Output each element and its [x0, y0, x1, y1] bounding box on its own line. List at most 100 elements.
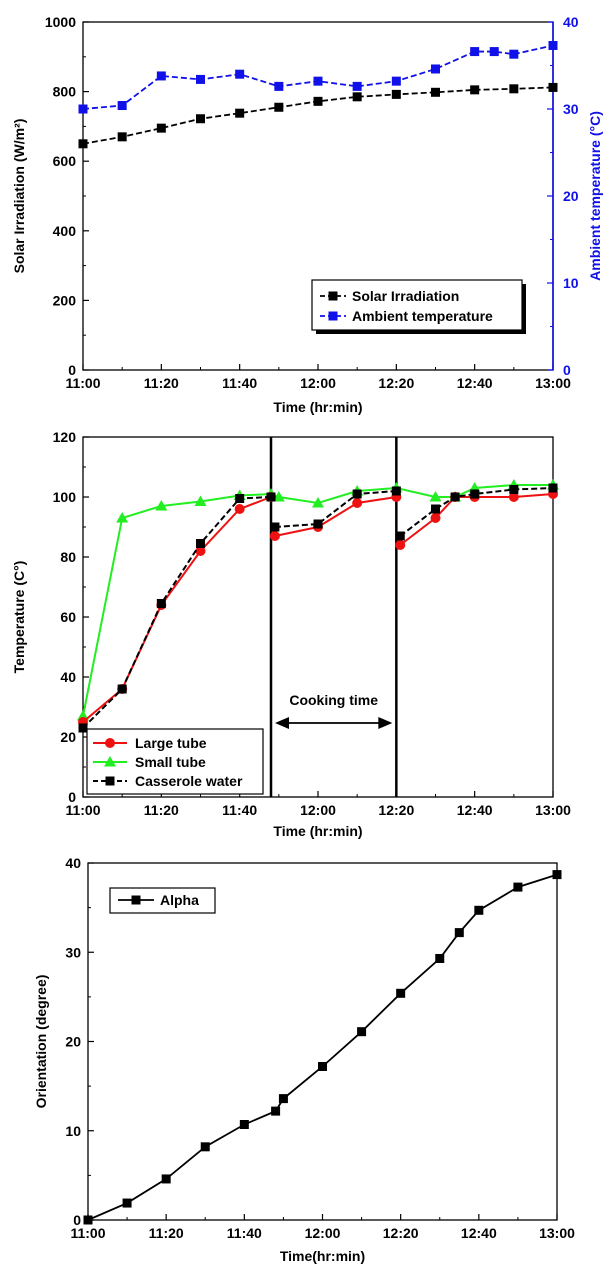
- data-point-0: [200, 1142, 210, 1152]
- legend-label: Ambient temperature: [352, 308, 493, 324]
- y-tick-label: 120: [53, 429, 77, 445]
- y-axis-title: Orientation (degree): [33, 975, 49, 1109]
- data-point-1: [489, 47, 499, 57]
- legend: [86, 728, 264, 795]
- y-tick-label: 100: [53, 489, 77, 505]
- data-point-1: [391, 76, 401, 86]
- x-tick-label: 12:00: [300, 375, 336, 391]
- data-point-0: [395, 540, 406, 550]
- y-tick-label: 20: [60, 729, 76, 745]
- y2-tick-label: 0: [563, 362, 571, 378]
- legend-marker: [105, 776, 115, 786]
- plot-frame: [87, 862, 558, 1221]
- series-line-0: [82, 496, 272, 723]
- data-point-0: [431, 87, 440, 97]
- data-point-0: [508, 492, 519, 502]
- x-tick-label: 12:40: [457, 375, 493, 391]
- series-line-0: [82, 86, 554, 145]
- data-point-0: [352, 92, 362, 102]
- arrow-head-left: [275, 717, 289, 729]
- data-point-1: [429, 491, 442, 502]
- x-tick-label: 11:20: [144, 375, 179, 391]
- data-point-0: [454, 928, 464, 938]
- data-point-0: [161, 1174, 171, 1184]
- y2-axis-title: Ambient temperature (°C): [587, 111, 603, 281]
- data-point-1: [548, 40, 558, 50]
- data-point-1: [272, 491, 285, 502]
- data-point-0: [78, 139, 88, 149]
- data-point-0: [156, 123, 166, 133]
- x-tick-label: 11:00: [65, 375, 100, 391]
- x-tick-label: 11:20: [144, 802, 179, 818]
- legend-marker: [328, 291, 338, 301]
- x-tick-label: 12:20: [378, 802, 414, 818]
- data-point-1: [194, 495, 207, 506]
- y-axis-title: Temperature (C°): [11, 561, 27, 674]
- y-tick-label: 30: [65, 944, 81, 960]
- x-tick-label: 12:20: [383, 1225, 419, 1241]
- x-tick-label: 11:40: [222, 802, 257, 818]
- data-point-0: [278, 1094, 288, 1104]
- data-point-1: [116, 512, 129, 523]
- y-axis-title: Solar Irradiation (W/m²): [11, 119, 27, 274]
- data-point-0: [122, 1198, 132, 1208]
- x-tick-label: 12:40: [461, 1225, 497, 1241]
- legend-label: Alpha: [160, 892, 199, 908]
- y2-tick-label: 40: [563, 14, 579, 30]
- cooking-time-label: Cooking time: [289, 692, 378, 708]
- x-axis-title: Time (hr:min): [273, 823, 362, 839]
- x-tick-label: 11:40: [222, 375, 257, 391]
- data-point-0: [552, 870, 562, 880]
- legend-marker: [105, 738, 115, 748]
- x-tick-label: 12:00: [305, 1225, 341, 1241]
- y-tick-label: 1000: [45, 14, 76, 30]
- data-point-2: [270, 522, 280, 532]
- legend-marker: [131, 895, 141, 905]
- arrow-head-right: [378, 717, 393, 729]
- series-line-0: [274, 496, 397, 537]
- x-tick-label: 13:00: [535, 802, 571, 818]
- x-tick-label: 11:00: [65, 802, 100, 818]
- data-point-2: [450, 492, 460, 502]
- data-point-0: [196, 114, 205, 124]
- data-point-2: [235, 494, 245, 503]
- data-point-2: [395, 531, 405, 541]
- data-point-1: [156, 71, 166, 81]
- data-point-0: [391, 89, 401, 99]
- data-point-0: [195, 546, 206, 556]
- data-point-0: [269, 531, 280, 541]
- data-point-1: [235, 69, 245, 79]
- y-tick-label: 10: [65, 1123, 81, 1139]
- legend-label: Large tube: [135, 735, 207, 751]
- data-point-0: [474, 905, 484, 915]
- legend-label: Small tube: [135, 754, 206, 770]
- y-tick-label: 40: [60, 669, 76, 685]
- series-line-2: [82, 496, 272, 729]
- data-point-0: [239, 1120, 249, 1130]
- series-line-0: [87, 873, 558, 1221]
- data-point-1: [196, 74, 205, 84]
- legend: [311, 279, 523, 331]
- data-point-1: [274, 81, 284, 91]
- data-point-0: [313, 96, 323, 106]
- y-tick-label: 80: [60, 549, 76, 565]
- y-tick-label: 20: [65, 1034, 81, 1050]
- data-point-2: [470, 489, 480, 499]
- y-tick-label: 60: [60, 609, 76, 625]
- data-point-1: [77, 710, 89, 721]
- data-point-0: [513, 882, 523, 892]
- x-tick-label: 12:20: [378, 375, 414, 391]
- data-point-0: [435, 953, 445, 963]
- data-point-1: [352, 81, 362, 91]
- legend-marker: [104, 756, 116, 767]
- x-tick-label: 11:00: [70, 1225, 105, 1241]
- data-point-1: [509, 49, 519, 59]
- solar-ambient-chart: 11:00 11:20 11:40 12:00 12:20 12:40 13:0002004…: [11, 14, 603, 415]
- legend-marker: [328, 311, 338, 321]
- data-point-0: [235, 108, 245, 118]
- y-tick-label: 600: [53, 153, 77, 169]
- x-tick-label: 12:40: [457, 802, 493, 818]
- data-point-1: [312, 497, 324, 508]
- orientation-chart: 11:00 11:20 11:40 12:00 12:20 12:40 13:00 0 10 20…: [33, 855, 575, 1264]
- x-tick-label: 11:20: [149, 1225, 184, 1241]
